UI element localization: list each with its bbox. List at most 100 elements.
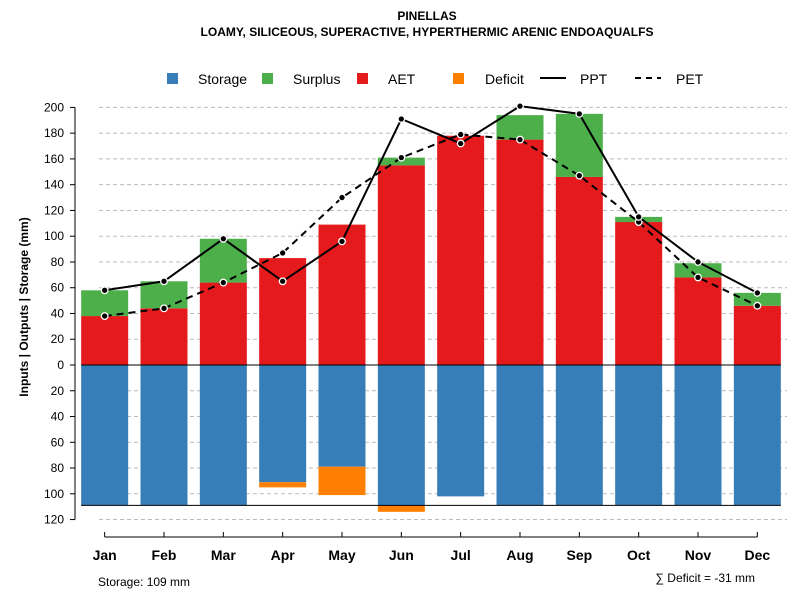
aet-bar: [81, 316, 129, 365]
pet-point: [278, 248, 287, 257]
storage-footer-label: Storage: 109 mm: [98, 575, 190, 589]
y-tick-label: 20: [51, 384, 65, 398]
aet-bar: [496, 139, 544, 365]
y-tick-label: 40: [51, 410, 65, 424]
legend-label-deficit: Deficit: [485, 71, 524, 87]
storage-bar: [674, 365, 722, 506]
ppt-point: [160, 277, 168, 286]
aet-bar: [199, 282, 247, 365]
pet-point: [575, 171, 584, 180]
ppt-point: [100, 286, 109, 295]
x-tick-label: Mar: [211, 547, 236, 563]
deficit-bar: [259, 482, 307, 488]
ppt-point: [753, 288, 762, 297]
ppt-point: [338, 237, 346, 246]
ppt-point: [516, 102, 524, 111]
x-tick-label: Dec: [744, 547, 770, 563]
aet-bar: [555, 176, 603, 365]
storage-bar: [615, 365, 663, 506]
pet-point: [160, 304, 168, 313]
x-tick-label: Jun: [389, 547, 414, 563]
pet-point: [397, 153, 406, 162]
aet-bar: [615, 222, 663, 365]
storage-bar: [199, 365, 247, 506]
ppt-point: [456, 139, 465, 148]
legend-swatch-aet: [357, 73, 368, 84]
ppt-point: [278, 277, 287, 286]
aet-bar: [377, 165, 425, 365]
pet-point: [100, 312, 109, 321]
y-tick-label: 120: [44, 203, 64, 217]
x-tick-label: Nov: [685, 547, 712, 563]
y-axis-label: Inputs | Outputs | Storage (mm): [17, 217, 31, 396]
chart-title: PINELLAS: [397, 9, 456, 23]
legend-label-aet: AET: [388, 71, 416, 87]
ppt-point: [694, 258, 702, 266]
pet-line: [104, 133, 758, 318]
legend-label-ppt: PPT: [580, 71, 608, 87]
x-tick-label: May: [328, 547, 355, 563]
legend-label-storage: Storage: [198, 71, 247, 87]
ppt-point: [634, 212, 643, 221]
surplus-bar: [199, 238, 247, 283]
legend-label-pet: PET: [676, 71, 704, 87]
legend-label-surplus: Surplus: [293, 71, 340, 87]
y-tick-label: 20: [51, 332, 65, 346]
deficit-bar: [377, 505, 425, 512]
pet-point: [516, 135, 524, 144]
aet-bar: [318, 224, 366, 365]
x-tick-label: Feb: [152, 547, 177, 563]
deficit-footer-label: ∑ Deficit = -31 mm: [655, 571, 755, 585]
y-tick-label: 200: [44, 100, 64, 114]
legend-swatch-storage: [167, 73, 178, 84]
y-tick-label: 80: [51, 461, 65, 475]
y-tick-label: 120: [44, 513, 64, 527]
legend-swatch-surplus: [262, 73, 273, 84]
surplus-bar: [733, 292, 781, 306]
storage-bar: [140, 365, 188, 506]
aet-bar: [733, 305, 781, 365]
surplus-bar: [140, 281, 188, 309]
ppt-point: [219, 234, 228, 243]
deficit-bar: [318, 466, 366, 496]
y-tick-label: 80: [51, 255, 65, 269]
pet-point: [456, 130, 465, 139]
surplus-bar: [81, 290, 129, 317]
pet-point: [219, 278, 228, 287]
aet-bar: [140, 308, 188, 365]
aet-bar: [437, 135, 485, 365]
y-tick-label: 140: [44, 178, 64, 192]
y-tick-label: 60: [51, 281, 65, 295]
surplus-bar: [496, 115, 544, 140]
aet-bar: [259, 258, 307, 365]
chart-subtitle: LOAMY, SILICEOUS, SUPERACTIVE, HYPERTHER…: [201, 25, 654, 39]
y-tick-label: 100: [44, 487, 64, 501]
y-tick-label: 160: [44, 152, 64, 166]
surplus-bar: [555, 113, 603, 177]
x-tick-label: Oct: [627, 547, 651, 563]
storage-bar: [259, 365, 307, 483]
storage-bar: [377, 365, 425, 506]
storage-bar: [496, 365, 544, 506]
storage-bar: [733, 365, 781, 506]
y-tick-label: 40: [51, 306, 65, 320]
ppt-point: [397, 115, 406, 123]
storage-bar: [555, 365, 603, 506]
x-tick-label: Aug: [506, 547, 533, 563]
y-tick-label: 100: [44, 229, 64, 243]
x-tick-label: Apr: [271, 547, 296, 563]
ppt-point: [575, 109, 584, 118]
y-tick-label: 60: [51, 435, 65, 449]
storage-bar: [81, 365, 129, 506]
x-tick-label: Jan: [93, 547, 117, 563]
legend: Storage Surplus AET Deficit PPT PET: [167, 71, 704, 87]
plot-area: 2001801601401201008060402002040608010012…: [44, 100, 787, 563]
pet-point: [694, 273, 702, 282]
pet-point: [753, 301, 762, 310]
aet-bar: [674, 277, 722, 365]
storage-bar: [318, 365, 366, 467]
ppt-line: [104, 105, 758, 294]
pet-point: [338, 193, 346, 202]
y-tick-label: 180: [44, 126, 64, 140]
x-tick-label: Jul: [451, 547, 471, 563]
